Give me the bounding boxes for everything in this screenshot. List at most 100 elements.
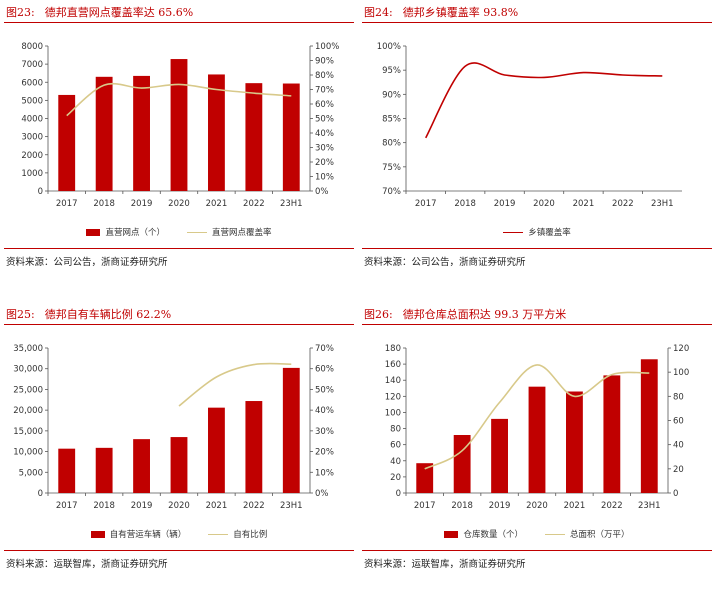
legend-line-swatch bbox=[503, 231, 524, 233]
series-line bbox=[66, 82, 292, 117]
y-tick-label-left: 15,000 bbox=[13, 427, 43, 437]
x-tick-label: 2022 bbox=[612, 199, 634, 209]
source-note: 资料来源：运联智库，浙商证券研究所 bbox=[6, 559, 168, 570]
bar bbox=[640, 359, 658, 493]
y-tick-label-left: 70% bbox=[382, 187, 401, 197]
y-tick-label-left: 7000 bbox=[21, 60, 43, 70]
figure-number: 图26: bbox=[364, 308, 393, 321]
y-tick-label-left: 90% bbox=[382, 90, 401, 100]
legend: 直营网点（个） 直营网点覆盖率 bbox=[4, 226, 354, 238]
x-tick-label: 23H1 bbox=[280, 501, 303, 511]
legend-item: 自有比例 bbox=[208, 528, 267, 540]
legend-label: 总面积（万平） bbox=[570, 530, 630, 540]
x-tick-label: 2019 bbox=[131, 199, 153, 209]
figure-title-text: 德邦乡镇覆盖率 93.8% bbox=[402, 6, 519, 19]
series-line bbox=[425, 62, 663, 139]
x-tick-label: 2021 bbox=[564, 501, 586, 511]
x-tick-label: 2018 bbox=[451, 501, 473, 511]
legend-bar-swatch bbox=[86, 228, 101, 236]
y-tick-label-right: 10% bbox=[315, 468, 334, 478]
y-tick-label-left: 0 bbox=[396, 489, 401, 499]
y-tick-label-right: 0 bbox=[673, 489, 678, 499]
figure-title: 图23: 德邦直营网点覆盖率达 65.6% bbox=[6, 4, 193, 20]
y-tick-label-right: 100 bbox=[673, 368, 689, 378]
legend-label: 直营网点覆盖率 bbox=[212, 228, 272, 238]
figure-number: 图23: bbox=[6, 6, 35, 19]
x-tick-label: 2020 bbox=[526, 501, 548, 511]
figure-23: 图23: 德邦直营网点覆盖率达 65.6% 0 1000 2000 3000 4000 50… bbox=[4, 0, 354, 288]
bar bbox=[416, 463, 434, 493]
y-tick-label-right: 100% bbox=[315, 42, 339, 52]
y-tick-label-left: 10,000 bbox=[13, 448, 43, 458]
y-tick-label-right: 60% bbox=[315, 100, 334, 110]
x-tick-label: 2019 bbox=[131, 501, 153, 511]
bar bbox=[170, 437, 188, 493]
y-tick-label-right: 80 bbox=[673, 392, 684, 402]
y-tick-label-left: 5,000 bbox=[19, 468, 43, 478]
x-tick-label: 2019 bbox=[489, 501, 511, 511]
y-tick-label-left: 20 bbox=[390, 473, 401, 483]
legend-item: 仓库数量（个） bbox=[444, 528, 523, 540]
source-rule bbox=[362, 248, 712, 249]
y-tick-label-left: 75% bbox=[382, 163, 401, 173]
x-tick-label: 2022 bbox=[601, 501, 623, 511]
legend-line-swatch bbox=[187, 231, 207, 233]
y-tick-label-left: 80 bbox=[390, 425, 401, 435]
y-tick-label-right: 60% bbox=[315, 365, 334, 375]
bar bbox=[208, 74, 225, 191]
y-tick-label-left: 5000 bbox=[21, 96, 43, 106]
x-tick-label: 2018 bbox=[454, 199, 476, 209]
legend-line-swatch bbox=[208, 533, 229, 535]
bar bbox=[603, 375, 621, 493]
legend-item: 总面积（万平） bbox=[545, 528, 630, 540]
x-tick-label: 2018 bbox=[93, 501, 115, 511]
figure-title-text: 德邦自有车辆比例 62.2% bbox=[44, 308, 172, 321]
y-tick-label-right: 80% bbox=[315, 71, 334, 81]
y-tick-label-right: 20 bbox=[673, 465, 684, 475]
chart-figure-23: 0 1000 2000 3000 4000 5000 6000 7000 8000 0% 10% 20… bbox=[21, 42, 339, 209]
figure-title: 图26: 德邦仓库总面积达 99.3 万平方米 bbox=[364, 306, 566, 322]
source-note: 资料来源：公司公告，浙商证券研究所 bbox=[364, 257, 526, 268]
figure-24: 图24: 德邦乡镇覆盖率 93.8% 70% 75% 80% 85% 90% 95% 100%… bbox=[362, 0, 712, 288]
bar bbox=[282, 83, 300, 191]
source-rule bbox=[4, 550, 354, 551]
legend-label: 乡镇覆盖率 bbox=[528, 228, 571, 238]
figure-title: 图25: 德邦自有车辆比例 62.2% bbox=[6, 306, 171, 322]
chart-figure-25: 0 5,000 10,000 15,000 20,000 25,000 30,000 35,0… bbox=[13, 344, 334, 511]
legend-label: 直营网点（个） bbox=[105, 228, 165, 238]
figure-25: 图25: 德邦自有车辆比例 62.2% 0 5,000 10,000 15,000 20,… bbox=[4, 302, 354, 590]
y-tick-label-right: 50% bbox=[315, 115, 334, 125]
bar bbox=[566, 391, 583, 493]
y-tick-label-left: 2000 bbox=[21, 151, 43, 161]
y-tick-label-right: 120 bbox=[673, 344, 689, 354]
y-tick-label-right: 60 bbox=[673, 417, 684, 427]
y-tick-label-left: 0 bbox=[38, 489, 43, 499]
figure-number: 图24: bbox=[364, 6, 393, 19]
bar bbox=[491, 418, 508, 493]
y-tick-label-left: 85% bbox=[382, 115, 401, 125]
y-tick-label-left: 25,000 bbox=[13, 385, 43, 395]
title-rule bbox=[4, 324, 354, 325]
y-tick-label-left: 30,000 bbox=[13, 365, 43, 375]
y-tick-label-left: 160 bbox=[385, 360, 401, 370]
y-tick-label-right: 40% bbox=[315, 129, 334, 139]
x-tick-label: 2017 bbox=[56, 501, 78, 511]
y-tick-label-right: 20% bbox=[315, 448, 334, 458]
y-tick-label-left: 35,000 bbox=[13, 344, 43, 354]
y-tick-label-left: 100% bbox=[377, 42, 401, 52]
legend-item: 直营网点（个） bbox=[86, 226, 165, 238]
x-tick-label: 2018 bbox=[93, 199, 115, 209]
bar bbox=[95, 447, 113, 493]
y-tick-label-left: 20,000 bbox=[13, 406, 43, 416]
figure-title: 图24: 德邦乡镇覆盖率 93.8% bbox=[364, 4, 518, 20]
figure-26: 图26: 德邦仓库总面积达 99.3 万平方米 0 20 40 60 80 100 120 14… bbox=[362, 302, 712, 590]
bar bbox=[282, 367, 300, 493]
figure-title-text: 德邦仓库总面积达 99.3 万平方米 bbox=[402, 308, 567, 321]
legend: 仓库数量（个） 总面积（万平） bbox=[362, 528, 712, 540]
source-rule bbox=[362, 550, 712, 551]
bar bbox=[245, 401, 263, 493]
x-tick-label: 2017 bbox=[415, 199, 437, 209]
bar bbox=[95, 76, 113, 191]
y-tick-label-left: 80% bbox=[382, 139, 401, 149]
legend-item: 自有营运车辆（辆） bbox=[90, 528, 186, 540]
